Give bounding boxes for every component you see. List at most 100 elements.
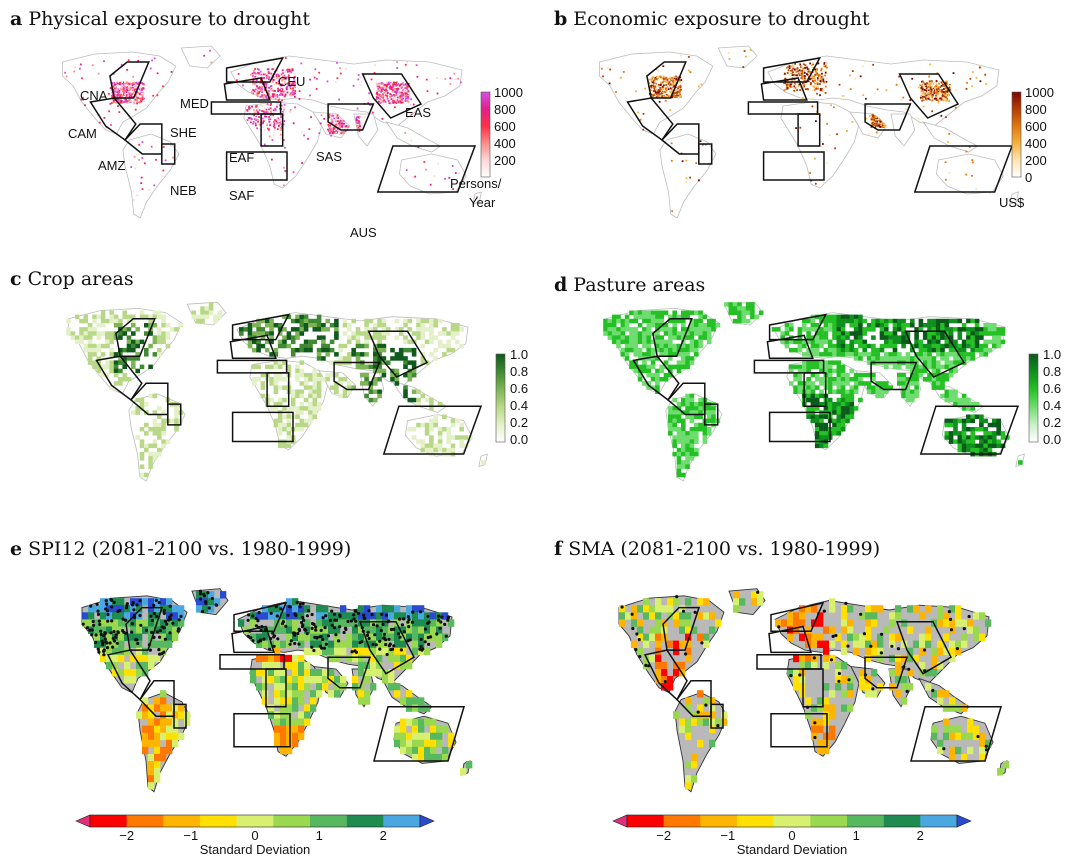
grid-cell [862,352,867,357]
exposure-dot [390,88,393,90]
exposure-dot [266,97,269,100]
exposure-dot [120,100,123,102]
exposure-dot [289,69,292,71]
grid-cell [416,389,421,394]
grid-cell [118,633,125,641]
exposure-dot [851,70,854,72]
grid-cell [905,339,911,345]
exposure-dot [938,90,940,93]
grid-cell [871,385,876,390]
grid-cell [178,323,184,328]
exposure-dot [265,115,268,118]
grid-cell [845,335,850,340]
grid-cell [316,377,322,382]
exposure-dot [121,89,124,92]
grid-cell [694,352,699,357]
grid-cell [429,443,434,449]
exposure-dot [685,159,688,162]
region-box [123,123,163,155]
exposure-dot [946,99,949,102]
grid-cell [814,397,820,403]
grid-cell [935,318,941,324]
grid-cell [836,372,842,378]
grid-cell [732,302,738,307]
grid-cell [836,406,842,411]
exposure-dot [125,100,127,103]
exposure-dot [396,82,398,85]
grid-cell [355,364,361,370]
exposure-dot [268,116,270,118]
grid-cell [741,314,747,320]
grid-cell [961,418,967,424]
grid-cell [681,422,686,428]
grid-cell [157,422,162,428]
exposure-dot [700,83,703,86]
grid-cell [385,360,391,365]
grid-cell [650,356,656,361]
exposure-dot [820,77,823,79]
grid-cell [96,335,102,340]
grid-cell [672,418,677,424]
exposure-dot [800,72,803,75]
grid-cell [845,418,850,424]
grid-cell [637,310,643,315]
grid-cell [290,352,296,357]
exposure-dot [128,93,131,96]
grid-cell [269,377,274,382]
grid-cell [888,335,893,340]
grid-cell [436,640,443,648]
grid-cell [953,356,958,361]
exposure-dot [255,79,258,82]
exposure-dot [276,95,279,98]
grid-cell [637,335,643,340]
exposure-dot [664,80,667,83]
grid-cell [672,335,677,340]
grid-cell [252,331,257,336]
exposure-dot [283,108,285,111]
exposure-dot [935,80,938,82]
grid-cell [793,389,798,394]
exposure-dot [389,85,392,88]
exposure-dot [260,82,262,84]
exposure-dot [935,95,938,98]
grid-cell [672,427,677,432]
grid-cell [161,314,166,320]
grid-cell [256,377,261,382]
exposure-dot [815,87,818,90]
grid-cell [274,640,281,648]
grid-cell [901,323,906,328]
exposure-dot [436,77,438,80]
grid-cell [922,323,928,328]
grid-cell [273,381,279,386]
exposure-dot [272,95,274,98]
exposure-dot [128,92,131,95]
grid-cell [637,323,643,328]
exposure-dot [895,83,898,86]
exposure-dot [327,123,330,126]
legend-c-tick: 0.4 [510,398,528,413]
grid-cell [1000,431,1006,436]
grid-cell [118,347,123,353]
exposure-dot [405,97,407,100]
grid-cell [299,422,305,428]
exposure-dot [275,118,278,120]
grid-cell [694,323,699,328]
exposure-dot [135,81,138,84]
grid-cell [328,647,335,656]
exposure-dot [677,85,680,88]
grid-cell [663,327,669,332]
exposure-dot [326,80,329,83]
exposure-dot [282,110,284,113]
exposure-dot [944,82,947,85]
grid-cell [204,306,210,311]
grid-cell [113,323,119,328]
grid-cell [92,331,97,336]
grid-cell [126,347,132,353]
grid-cell [840,381,846,386]
exposure-dot [111,99,113,102]
grid-cell [256,612,263,620]
grid-cell [429,323,434,328]
exposure-dot [803,63,805,66]
grid-cell [702,435,708,440]
grid-cell [918,339,924,345]
